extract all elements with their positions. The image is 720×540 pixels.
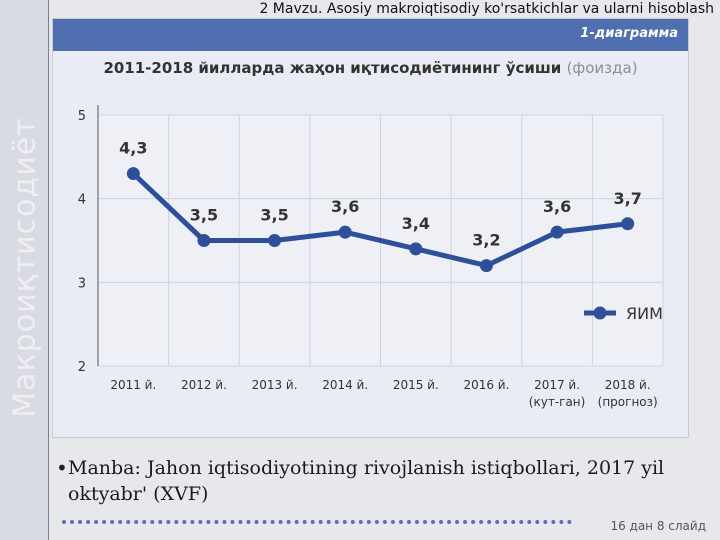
data-point bbox=[197, 234, 211, 247]
data-label: 3,2 bbox=[472, 231, 500, 250]
x-tick-label: (кут-ган) bbox=[529, 395, 586, 409]
data-label: 3,5 bbox=[260, 206, 288, 225]
header-band: 1-диаграмма bbox=[53, 19, 688, 51]
data-point bbox=[268, 234, 282, 247]
y-tick-label: 2 bbox=[78, 360, 86, 375]
data-label: 4,3 bbox=[119, 139, 147, 158]
bullet-marker: • bbox=[56, 456, 68, 480]
data-point bbox=[126, 167, 140, 181]
chart-title-unit: (фоизда) bbox=[566, 59, 638, 77]
x-tick-label: 2014 й. bbox=[322, 378, 368, 392]
y-tick-label: 3 bbox=[78, 276, 86, 291]
data-label: 3,7 bbox=[614, 189, 642, 208]
chart-title: 2011-2018 йилларда жаҳон иқтисодиётининг… bbox=[53, 59, 688, 77]
y-tick-label: 5 bbox=[78, 109, 86, 124]
y-tick-label: 4 bbox=[78, 193, 86, 208]
x-tick-label: 2011 й. bbox=[110, 378, 156, 392]
x-tick-label: 2016 й. bbox=[463, 378, 509, 392]
source-note: Manba: Jahon iqtisodiyotining rivojlanis… bbox=[68, 457, 665, 505]
data-label: 3,5 bbox=[190, 206, 218, 225]
data-point bbox=[621, 217, 635, 231]
legend-marker bbox=[593, 306, 607, 320]
x-tick-label: (прогноз) bbox=[598, 395, 658, 409]
data-label: 3,6 bbox=[543, 197, 571, 216]
page-counter: 16 дан 8 слайд bbox=[610, 519, 706, 533]
x-tick-label: 2017 й. bbox=[534, 378, 580, 392]
x-tick-label: 2012 й. bbox=[181, 378, 227, 392]
x-tick-label: 2018 й. bbox=[605, 378, 651, 392]
data-point bbox=[550, 225, 564, 239]
side-bar: Макроиқтисодиёт bbox=[0, 0, 49, 540]
legend-label: ЯИМ bbox=[626, 304, 663, 323]
data-point bbox=[479, 259, 493, 273]
x-tick-label: 2015 й. bbox=[393, 378, 439, 392]
data-label: 3,6 bbox=[331, 197, 359, 216]
diagram-number: 1-диаграмма bbox=[580, 26, 678, 41]
data-point bbox=[409, 242, 423, 256]
side-label: Макроиқтисодиёт bbox=[7, 117, 43, 418]
series-line-yaim bbox=[131, 171, 628, 269]
x-tick-label: 2013 й. bbox=[252, 378, 298, 392]
data-point bbox=[338, 225, 352, 239]
chart-panel: 1-диаграмма 2011-2018 йилларда жаҳон иқт… bbox=[52, 18, 689, 438]
chart-title-main: 2011-2018 йилларда жаҳон иқтисодиётининг… bbox=[103, 59, 562, 77]
line-chart: 2 3 4 5 2011 й. 2012 й. 2013 й. 2014 й. 2015 й. 2… bbox=[78, 105, 664, 409]
footer-dotted-line bbox=[62, 520, 572, 524]
slide-header: 2 Mavzu. Asosiy makroiqtisodiy ko'rsatki… bbox=[259, 1, 714, 17]
data-label: 3,4 bbox=[402, 214, 430, 233]
